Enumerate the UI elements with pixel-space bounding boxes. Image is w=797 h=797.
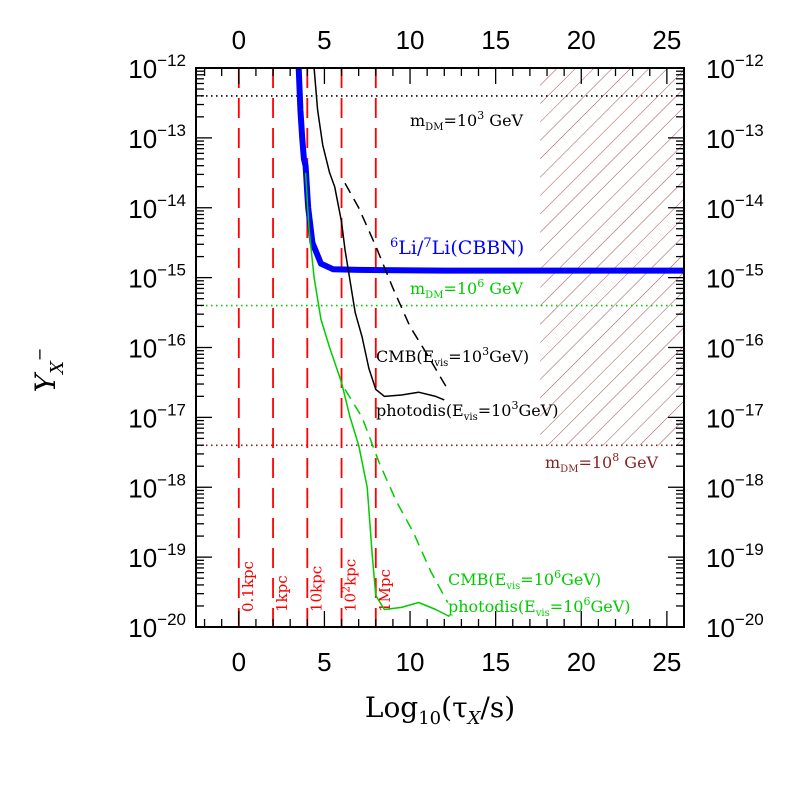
series-line-4 <box>344 389 449 603</box>
y-tick-label-right: 10−12 <box>706 51 764 84</box>
x-tick-label-top: 5 <box>317 25 331 55</box>
y-axis-title: YX− <box>29 348 68 393</box>
x-tick-label-bottom: 20 <box>567 647 596 677</box>
annotation-mdm-1e8: mDM=108 GeV <box>545 451 659 475</box>
x-tick-labels-bottom: 0 5 10 15 20 25 <box>232 647 682 677</box>
axis-ticks <box>196 68 685 628</box>
x-axis-title: Log10(τX/s) <box>365 691 515 729</box>
x-tick-label-bottom: 10 <box>396 647 425 677</box>
series-line-1 <box>313 68 445 401</box>
y-tick-label-left: 10−16 <box>128 331 186 364</box>
y-tick-label-left: 10−14 <box>128 191 186 224</box>
distance-label-2: 10kpc <box>307 566 325 612</box>
x-tick-labels-top: 0 5 10 15 20 25 <box>232 25 682 55</box>
annotation-photodis-1e6: photodis(Evis=106GeV) <box>448 595 631 619</box>
y-tick-label-right: 10−13 <box>706 121 764 154</box>
series-line-3 <box>304 172 450 618</box>
distance-label-1: 1kpc <box>273 575 291 612</box>
x-tick-label-top: 20 <box>567 25 596 55</box>
y-tick-label-left: 10−17 <box>128 400 186 433</box>
distance-label-4: 1Mpc <box>376 569 394 612</box>
y-tick-label-left: 10−12 <box>128 51 186 84</box>
y-tick-label-right: 10−17 <box>706 400 764 433</box>
annotation-mdm-1e6: mDM=106 GeV <box>410 277 524 301</box>
annotation-photodis-1e3: photodis(Evis=103GeV) <box>376 399 559 423</box>
hatched-excluded-region <box>540 68 684 446</box>
hatched-region <box>540 68 684 446</box>
x-tick-label-top: 10 <box>396 25 425 55</box>
x-tick-label-bottom: 25 <box>652 647 681 677</box>
x-tick-label-top: 15 <box>481 25 510 55</box>
annotation-cmb-1e3: CMB(Evis=103GeV) <box>376 345 529 369</box>
y-tick-label-left: 10−19 <box>128 540 186 573</box>
y-tick-label-left: 10−13 <box>128 121 186 154</box>
y-tick-label-right: 10−14 <box>706 191 764 224</box>
x-tick-label-bottom: 0 <box>232 647 246 677</box>
annotation-cmb-1e6: CMB(Evis=106GeV) <box>448 568 601 592</box>
x-tick-label-bottom: 5 <box>317 647 331 677</box>
x-tick-label-top: 25 <box>652 25 681 55</box>
y-tick-label-right: 10−15 <box>706 261 764 294</box>
y-tick-label-left: 10−15 <box>128 261 186 294</box>
distance-label-0: 0.1kpc <box>239 561 257 612</box>
y-tick-label-right: 10−20 <box>706 610 764 643</box>
dark-matter-mass-lines <box>196 95 684 447</box>
data-series <box>295 68 684 618</box>
y-tick-labels-left: 10−12 10−13 10−14 10−15 10−16 10−17 10−18 10−19… <box>128 51 186 643</box>
y-tick-label-right: 10−19 <box>706 540 764 573</box>
x-tick-label-bottom: 15 <box>481 647 510 677</box>
annotation-mdm-1e3: mDM=103 GeV <box>410 109 524 133</box>
y-tick-label-right: 10−18 <box>706 470 764 503</box>
series-line-2 <box>344 182 449 390</box>
y-tick-label-left: 10−20 <box>128 610 186 643</box>
y-tick-labels-right: 10−12 10−13 10−14 10−15 10−16 10−17 10−18 10−19… <box>706 51 764 643</box>
y-tick-label-left: 10−18 <box>128 470 186 503</box>
y-tick-label-right: 10−16 <box>706 331 764 364</box>
distance-lines: 0.1kpc 1kpc 10kpc 102kpc 1Mpc <box>237 68 394 627</box>
distance-label-3: 102kpc <box>340 559 360 612</box>
annotation-li-ratio: 6Li/7Li(CBBN) <box>390 236 524 259</box>
x-tick-label-top: 0 <box>232 25 246 55</box>
